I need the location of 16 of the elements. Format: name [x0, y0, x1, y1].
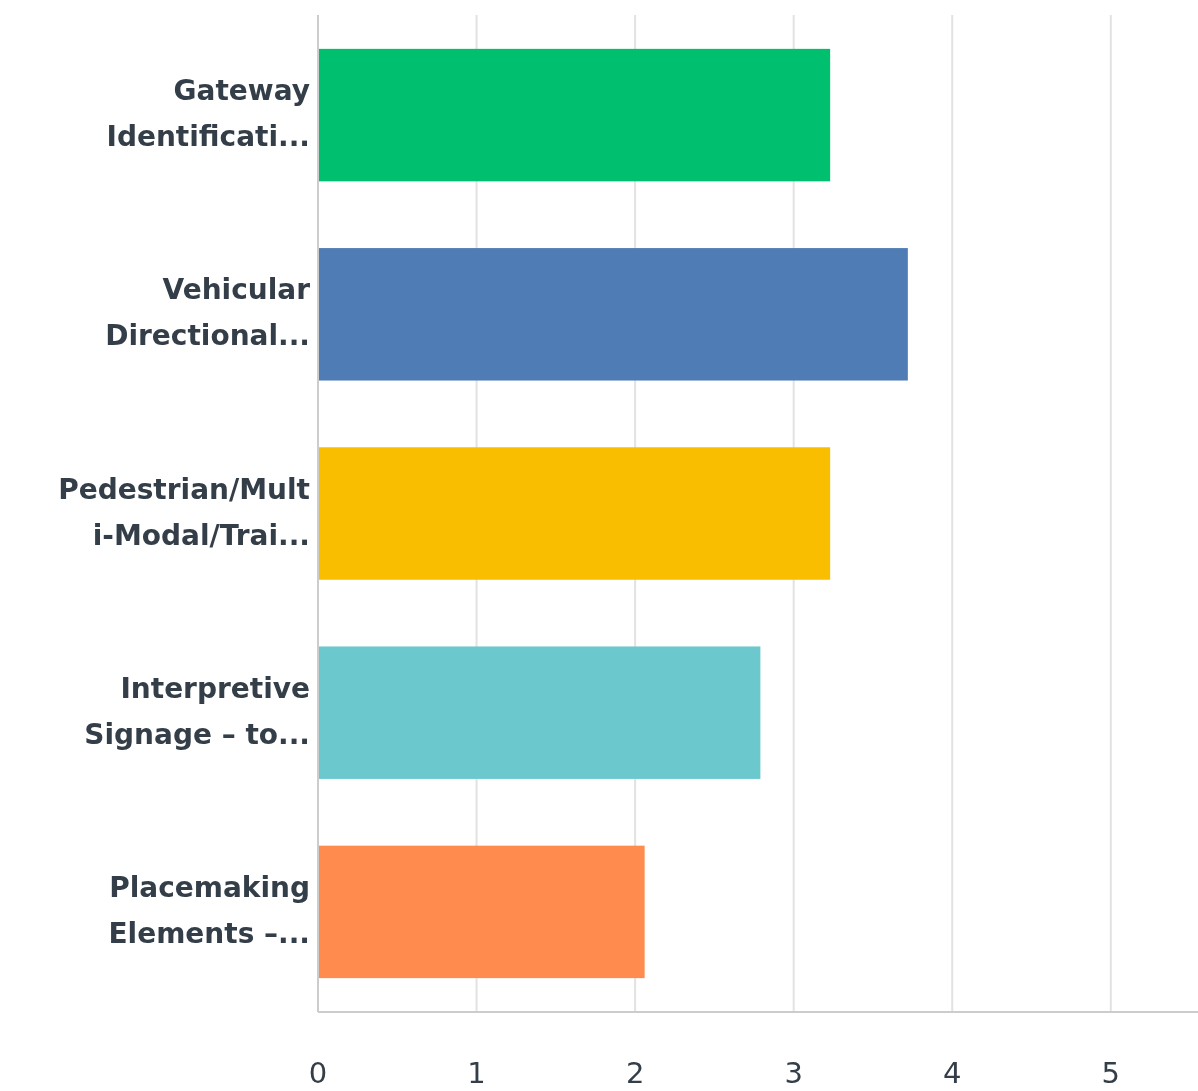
- x-tick-label: 1: [467, 1056, 486, 1090]
- x-tick-label: 0: [308, 1056, 328, 1090]
- bar: [318, 248, 908, 381]
- x-tick-label: 5: [1101, 1056, 1121, 1090]
- y-tick-label: Gateway Identificati...: [106, 74, 310, 154]
- bar: [318, 646, 761, 779]
- y-tick-label: Interpretive Signage – to...: [84, 671, 310, 751]
- x-tick-label: 3: [784, 1056, 803, 1090]
- bar: [318, 845, 645, 979]
- x-tick-label: 4: [943, 1056, 962, 1090]
- bar: [318, 48, 831, 182]
- y-tick-label: Pedestrian/Mult i-Modal/Trai...: [58, 472, 310, 552]
- x-tick-label: 2: [625, 1056, 645, 1090]
- y-tick-label: Placemaking Elements –...: [108, 870, 310, 950]
- y-tick-label: Vehicular Directional...: [105, 273, 311, 353]
- bar: [318, 447, 831, 580]
